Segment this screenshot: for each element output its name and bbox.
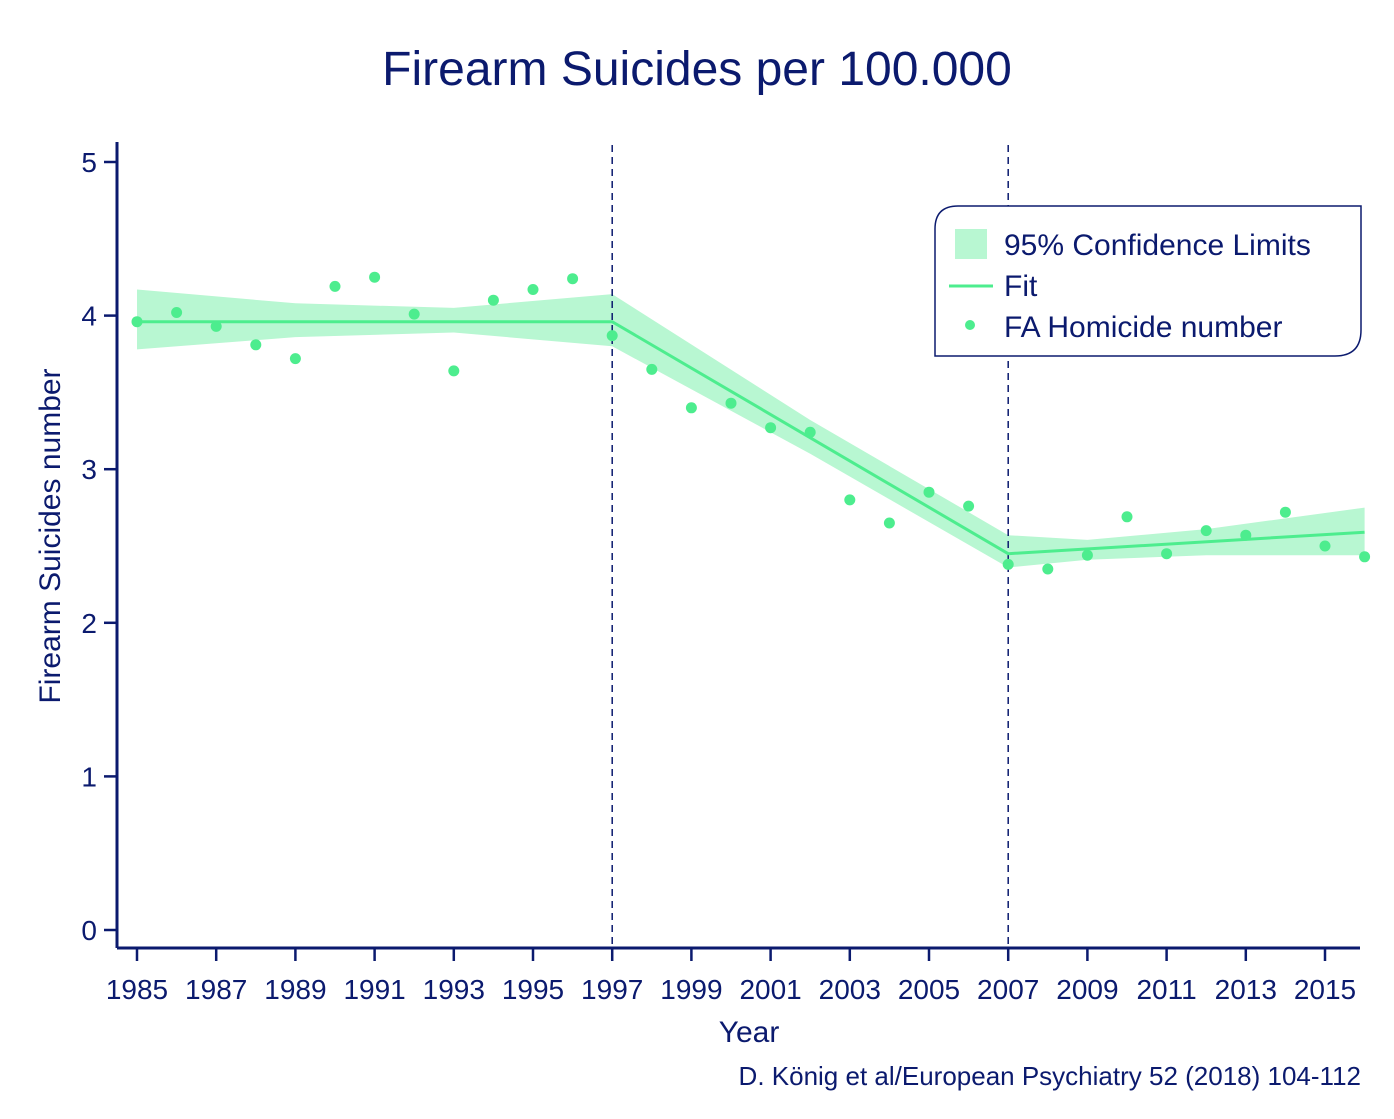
data-point [250, 339, 262, 351]
axes-layer [115, 142, 1360, 950]
data-point [1319, 540, 1331, 552]
data-point [329, 280, 341, 292]
y-tick-label: 2 [81, 608, 97, 639]
data-point [1279, 506, 1291, 518]
x-axis-label: Year [719, 1016, 780, 1049]
data-point [448, 365, 460, 377]
data-point [1081, 549, 1093, 561]
x-tick-label: 2009 [1056, 974, 1118, 1005]
x-tick-label: 2011 [1136, 974, 1196, 1005]
data-point [685, 402, 697, 414]
x-tick-label: 2015 [1294, 974, 1356, 1005]
legend-fit-label: Fit [1004, 270, 1038, 303]
source-citation: D. König et al/European Psychiatry 52 (2… [739, 1061, 1361, 1091]
legend-point-swatch [965, 320, 975, 330]
legend-band-label: 95% Confidence Limits [1004, 229, 1311, 262]
data-point [883, 517, 895, 529]
data-point [963, 500, 975, 512]
data-point [646, 363, 658, 375]
data-point [527, 284, 539, 295]
data-point [804, 426, 816, 438]
x-tick-label: 2001 [739, 974, 801, 1005]
y-tick-label: 4 [81, 301, 97, 332]
data-point [1240, 529, 1252, 541]
y-tick-label: 3 [81, 454, 97, 485]
x-tick-label: 2003 [819, 974, 881, 1005]
data-point [210, 320, 222, 332]
data-point [844, 494, 856, 506]
y-tick-label: 5 [81, 147, 97, 178]
x-tick-label: 1995 [502, 974, 564, 1005]
legend-points-label: FA Homicide number [1004, 311, 1282, 344]
legend-band-swatch [955, 229, 987, 259]
x-tick-label: 1997 [581, 974, 643, 1005]
data-point [487, 294, 499, 306]
y-tick-label: 0 [81, 915, 97, 946]
legend-box [934, 205, 1362, 357]
x-tick-label: 2007 [977, 974, 1039, 1005]
x-tick-label: 2005 [898, 974, 960, 1005]
data-point [171, 307, 183, 318]
data-point [1359, 551, 1371, 563]
data-point [567, 273, 579, 285]
data-point [765, 422, 777, 434]
data-point [369, 271, 381, 283]
data-point [725, 397, 737, 409]
data-point [131, 316, 143, 328]
x-tick-label: 1989 [264, 974, 326, 1005]
y-axis-label: Firearm Suicides number [34, 368, 67, 703]
x-tick-label: 1999 [660, 974, 722, 1005]
x-tick-label: 1991 [343, 974, 405, 1005]
x-tick-label: 2013 [1215, 974, 1277, 1005]
data-point [1042, 563, 1054, 575]
chart-title: Firearm Suicides per 100.000 [382, 43, 1012, 96]
data-point [1200, 525, 1212, 537]
x-tick-label: 1987 [185, 974, 247, 1005]
data-points-layer [131, 271, 1371, 575]
y-ticks-layer: 0 1 2 3 4 5 [81, 147, 117, 946]
data-point [408, 308, 420, 320]
data-point [289, 353, 301, 365]
data-point [923, 486, 935, 498]
x-tick-label: 1993 [423, 974, 485, 1005]
data-point [606, 330, 618, 342]
data-point [1161, 548, 1173, 560]
data-point [1121, 511, 1133, 523]
x-ticks-layer: 1985 1987 1989 1991 1993 1995 1997 1999 2001 2003… [106, 948, 1356, 1005]
x-tick-label: 1985 [106, 974, 168, 1005]
data-point [1002, 558, 1014, 570]
y-tick-label: 1 [81, 761, 97, 792]
legend: 95% Confidence Limits Fit FA Homicide nu… [934, 205, 1362, 357]
